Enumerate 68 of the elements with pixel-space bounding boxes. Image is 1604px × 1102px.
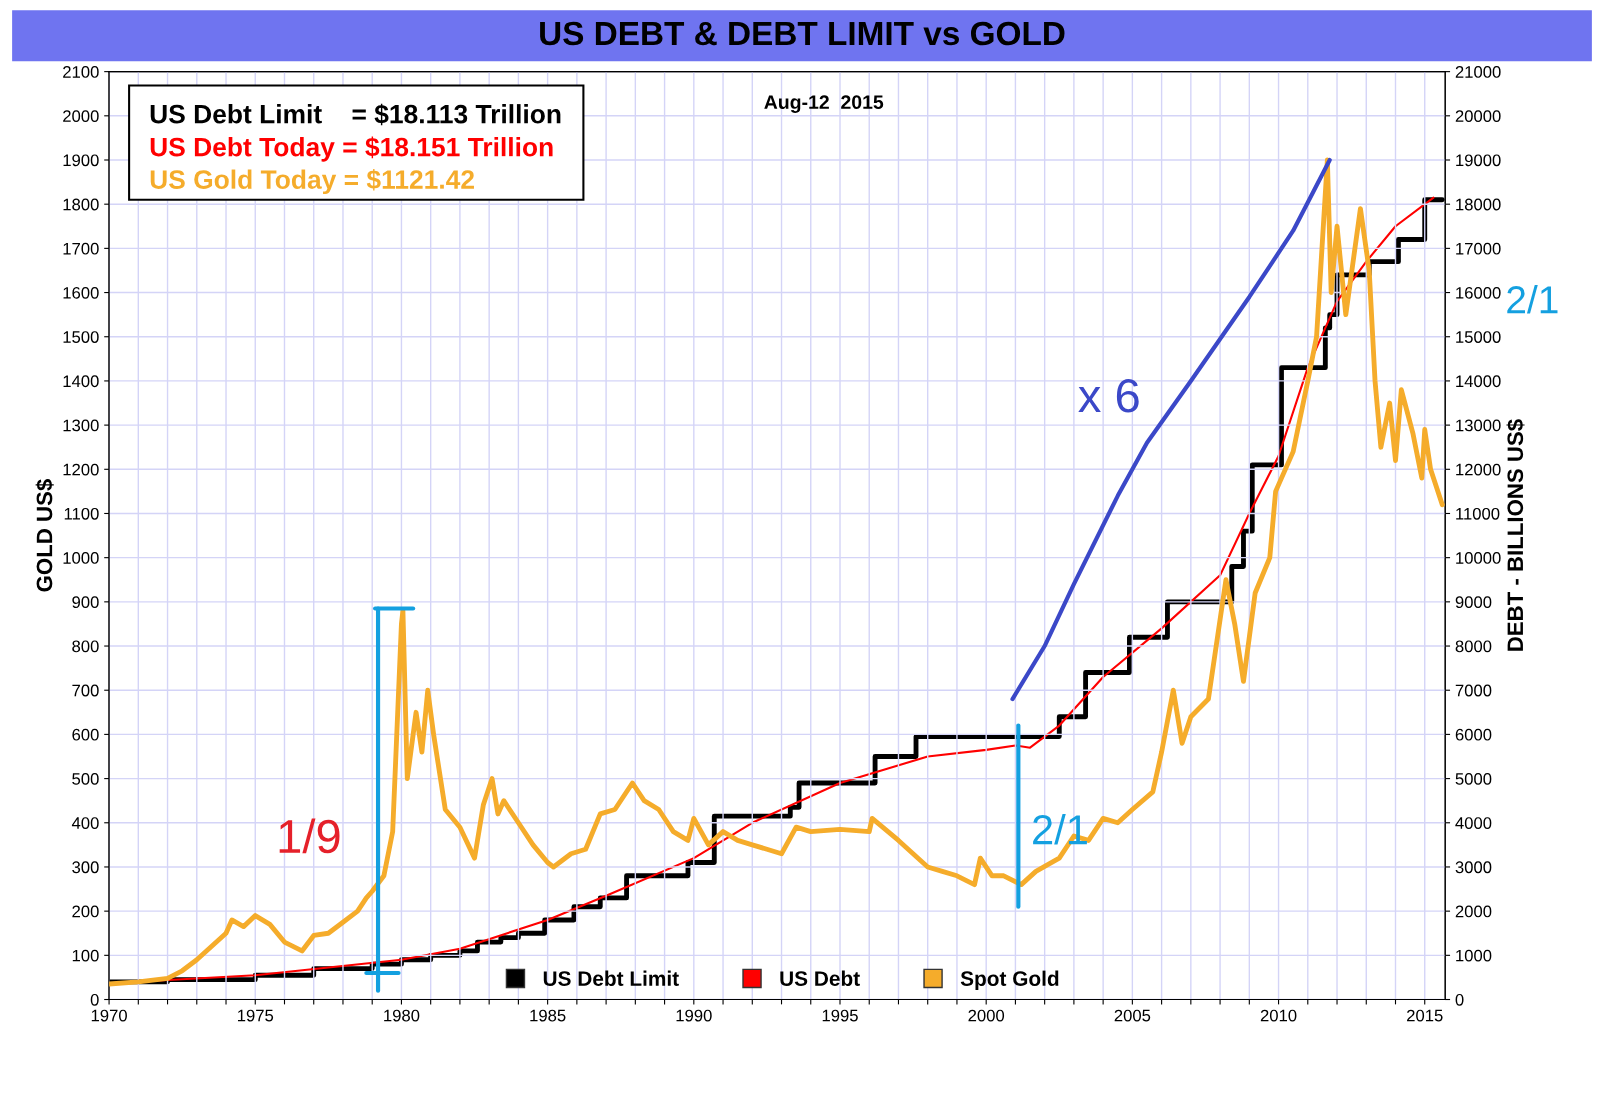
legend-label: US Debt Limit (543, 970, 679, 986)
y2-tick-label: 11000 (1456, 507, 1500, 520)
y-tick-label: 700 (72, 684, 99, 697)
y2-tick-label: 3000 (1455, 861, 1492, 874)
x-tick-label: 1990 (676, 1009, 712, 1022)
y2-tick-label: 12000 (1456, 463, 1501, 476)
y2-tick-label: 2000 (1455, 905, 1492, 918)
y2-tick-label: 16000 (1456, 286, 1501, 299)
y2-tick-label: 20000 (1455, 110, 1501, 123)
x-tick-label: 2010 (1260, 1009, 1297, 1022)
x-tick-label: 2005 (1114, 1009, 1151, 1022)
y2-tick-label: 14000 (1456, 375, 1501, 388)
annotation: US Gold Today = $1121.42 (150, 169, 474, 195)
y-tick-label: 2100 (63, 66, 99, 78)
y-tick-label: 0 (90, 993, 99, 1006)
y2-tick-label: 9000 (1455, 596, 1492, 609)
y2-tick-label: 19000 (1456, 154, 1501, 167)
annotation: 1/9 (279, 818, 340, 854)
y-tick-label: 900 (72, 596, 99, 609)
y-tick-label: 600 (72, 728, 99, 741)
y2-tick-label: 13000 (1456, 419, 1501, 432)
y2-tick-label: 7000 (1455, 684, 1492, 697)
y-tick-label: 1200 (63, 463, 99, 476)
y-tick-label: 1500 (63, 331, 99, 343)
y2-axis-title: DEBT - BILLIONS US$ (1506, 419, 1525, 651)
legend-label: US Debt (780, 970, 860, 986)
y2-tick-label: 8000 (1455, 640, 1492, 653)
x-tick-label: 2000 (968, 1009, 1005, 1022)
y-tick-label: 1800 (63, 198, 99, 211)
x-tick-label: 1995 (822, 1009, 858, 1022)
y-tick-label: 300 (72, 861, 99, 874)
y-tick-label: 1300 (63, 419, 99, 432)
y2-tick-label: 17000 (1456, 242, 1501, 255)
annotation: x 6 (1078, 379, 1139, 413)
text: 2/1 (1507, 285, 1558, 314)
x-tick-label: 1980 (384, 1009, 420, 1022)
y2-tick-label: 5000 (1455, 772, 1492, 785)
y-tick-label: 100 (72, 949, 99, 962)
legend-label: Spot Gold (960, 970, 1059, 991)
y-tick-label: 1100 (64, 507, 99, 520)
x-tick-label: 1985 (530, 1009, 566, 1022)
y2-tick-label: 4000 (1455, 817, 1492, 829)
y-tick-label: 800 (72, 640, 99, 653)
y2-tick-label: 15000 (1456, 331, 1501, 343)
y-tick-label: 400 (71, 817, 99, 829)
y-tick-label: 1700 (63, 242, 99, 255)
x-tick-label: 2015 (1407, 1009, 1443, 1022)
y-tick-label: 1600 (63, 286, 99, 299)
y2-tick-label: 10000 (1456, 552, 1501, 564)
y-tick-label: 1900 (63, 154, 99, 167)
annotation: Aug-12 2015 (764, 95, 884, 113)
y-axis-title: GOLD US$ (35, 479, 54, 592)
annotation: 2/1 (1033, 813, 1087, 845)
chart-title: US DEBT & DEBT LIMIT vs GOLD (540, 21, 1065, 46)
annotation: US Debt Today = $18.151 Trillion (150, 136, 553, 162)
y2-tick-label: 21000 (1455, 66, 1501, 78)
y-tick-label: 2000 (63, 110, 99, 123)
x-tick-label: 1975 (237, 1009, 274, 1022)
annotation: US Debt Limit = $18.113 Trillion (150, 103, 561, 126)
y-tick-label: 1400 (63, 375, 99, 388)
y2-tick-label: 0 (1455, 993, 1464, 1006)
y2-tick-label: 18000 (1456, 198, 1501, 211)
x-tick-label: 1970 (91, 1009, 127, 1022)
y-tick-label: 200 (72, 905, 99, 918)
y2-tick-label: 6000 (1455, 728, 1492, 741)
y-tick-label: 500 (72, 772, 99, 785)
y-tick-label: 1000 (63, 552, 99, 564)
y2-tick-label: 1000 (1456, 949, 1492, 962)
